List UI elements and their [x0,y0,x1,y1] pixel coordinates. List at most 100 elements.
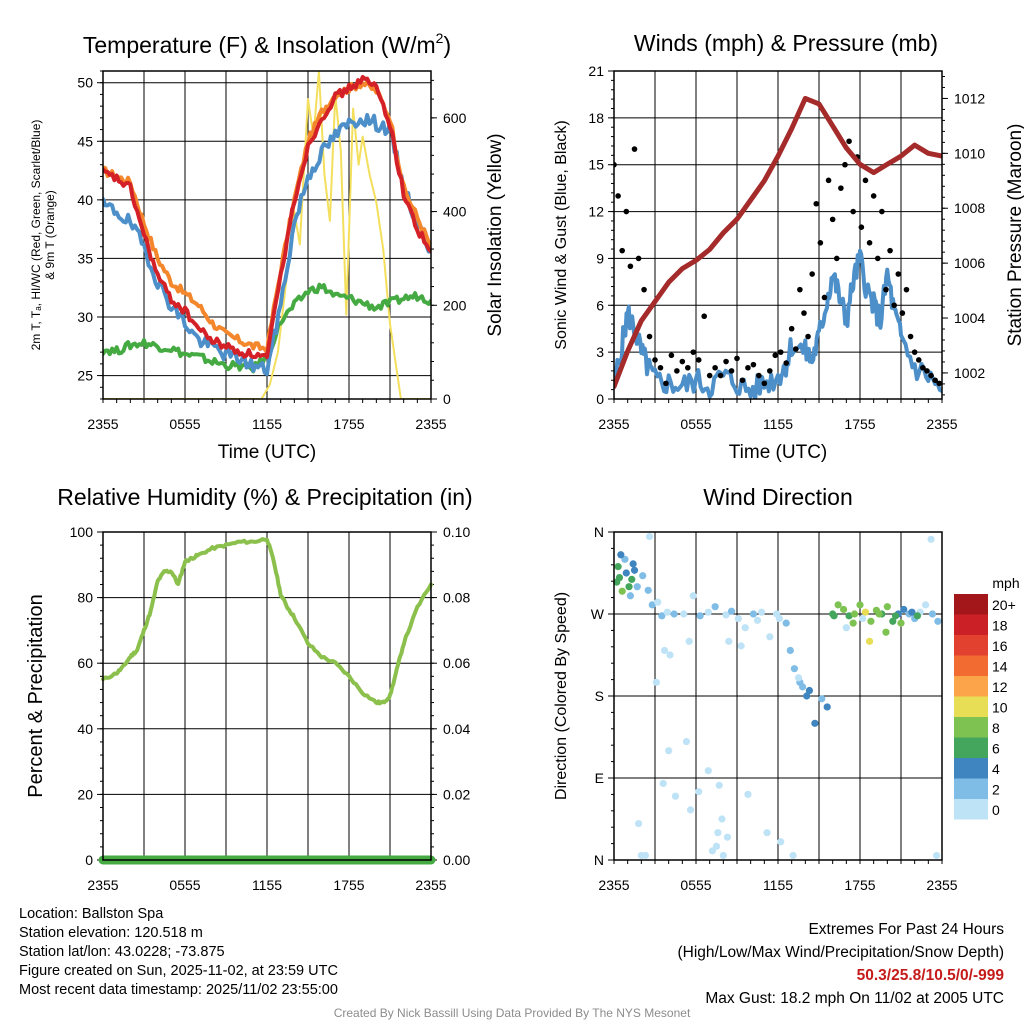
x-tick-label: 2355 [598,877,629,893]
gust-point [825,177,832,184]
y-tick-label: 40 [77,192,93,208]
gust-point [899,310,906,316]
gust-point [870,193,877,199]
y2-tick-label: 400 [443,204,467,220]
direction-point [777,838,785,846]
y-tick-label: E [595,770,604,786]
direction-point [625,583,633,591]
colorbar-swatch [954,635,988,656]
chart-title: Temperature (F) & Insolation (W/m2) [83,30,451,58]
direction-point [875,610,883,618]
gust-point [911,349,918,355]
direction-point [641,851,650,860]
direction-point [666,651,674,659]
y-tick-label: 25 [77,368,93,384]
gust-point [829,216,836,223]
panel-temperature: 2355 0555 1155 1755 2355 25 30 35 40 45 50 0 200 400 6… [29,30,506,463]
direction-point [845,612,853,620]
y-tick-label: 50 [77,75,93,91]
colorbar-swatch [954,676,988,697]
series-group [614,95,942,399]
gust-point [761,380,768,387]
y-tick-label: 20 [77,786,93,802]
direction-point [811,719,819,727]
direction-point [696,612,704,620]
direction-point [829,610,837,618]
gust-point [767,368,773,374]
direction-point [644,586,652,594]
direction-point [685,637,693,645]
figure-created: Figure created on Sun, 2025-11-02, at 23… [19,963,338,979]
gust-point [932,377,938,384]
title-end: ) [443,32,451,58]
direction-point [908,608,916,616]
direction-point [630,566,639,574]
x-tick-label: 1755 [333,877,364,893]
y-tick-label: N [594,524,604,540]
y2-tick-label: 1008 [954,200,985,216]
gust-point [903,286,910,293]
direction-point [932,851,941,860]
direction-point [766,633,774,641]
direction-point [680,610,688,618]
direction-point [714,829,722,837]
direction-point [723,833,732,841]
direction-point [753,616,762,624]
direction-point [660,646,669,655]
gust-point [619,247,625,254]
colorbar-label: 12 [992,679,1008,695]
gust-point [712,364,718,371]
colorbar-label: 8 [992,720,1000,736]
direction-point [850,610,859,618]
gust-point [838,185,844,191]
direction-point [913,612,922,620]
direction-point [818,695,826,703]
extremes-subtitle: (High/Low/Max Wind/Precipitation/Snow De… [677,944,1005,961]
y-tick-label: 12 [588,204,604,220]
direction-point [618,587,626,595]
direction-point [704,767,712,775]
gust-point [805,333,811,340]
x-tick-label: 1755 [844,416,875,432]
direction-point [786,646,794,655]
y2-axis-label: Station Pressure (Maroon) [1005,124,1024,347]
gust-point [756,372,762,379]
x-tick-label: 1755 [844,877,875,893]
direction-point [840,605,848,614]
station-latlon: Station lat/lon: 43.0228; -73.875 [19,944,225,960]
colorbar-label: 20+ [992,597,1016,613]
gust-point [874,255,881,262]
gust-point [891,302,897,309]
y2-tick-label: 0 [443,391,451,407]
direction-point [805,686,814,695]
direction-point [704,608,712,616]
y-tick-label: 0 [85,852,93,868]
x-tick-label: 2355 [415,416,446,432]
direction-point [686,806,695,814]
direction-point [727,607,736,615]
gust-point [695,357,702,363]
colorbar-swatch [954,696,988,717]
direction-point [652,678,660,686]
direction-point [715,781,723,789]
y-axis-label: Sonic Wind & Gust (Blue, Black) [553,120,570,349]
direction-point [861,608,870,616]
y-tick-label: 18 [588,110,604,126]
direction-point [718,815,726,823]
direction-point [719,851,727,860]
y-tick-label: 6 [596,297,604,313]
gust-point [783,360,789,366]
direction-point [763,829,771,837]
direction-point [633,583,641,591]
direction-point [628,575,636,583]
direction-point [635,819,643,828]
x-tick-label: 2355 [415,877,446,893]
y-tick-label: 15 [588,157,604,173]
x-tick-label: 2355 [926,416,957,432]
credit-line: Created By Nick Bassill Using Data Provi… [333,1006,691,1020]
gust-point [728,368,735,374]
colorbar-label: 6 [992,741,1000,757]
x-tick-label: 2355 [926,877,957,893]
gust-point [850,208,856,215]
direction-point [882,628,890,636]
